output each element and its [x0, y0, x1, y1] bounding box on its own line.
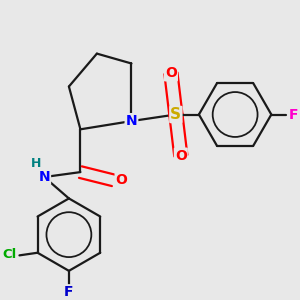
Text: F: F [289, 107, 298, 122]
Text: N: N [38, 170, 50, 184]
Text: N: N [126, 114, 137, 128]
Text: Cl: Cl [2, 248, 17, 261]
Text: O: O [116, 173, 128, 187]
Text: S: S [170, 107, 182, 122]
Text: F: F [64, 285, 74, 299]
Text: H: H [31, 158, 41, 170]
Text: O: O [165, 66, 177, 80]
Text: O: O [175, 148, 187, 163]
